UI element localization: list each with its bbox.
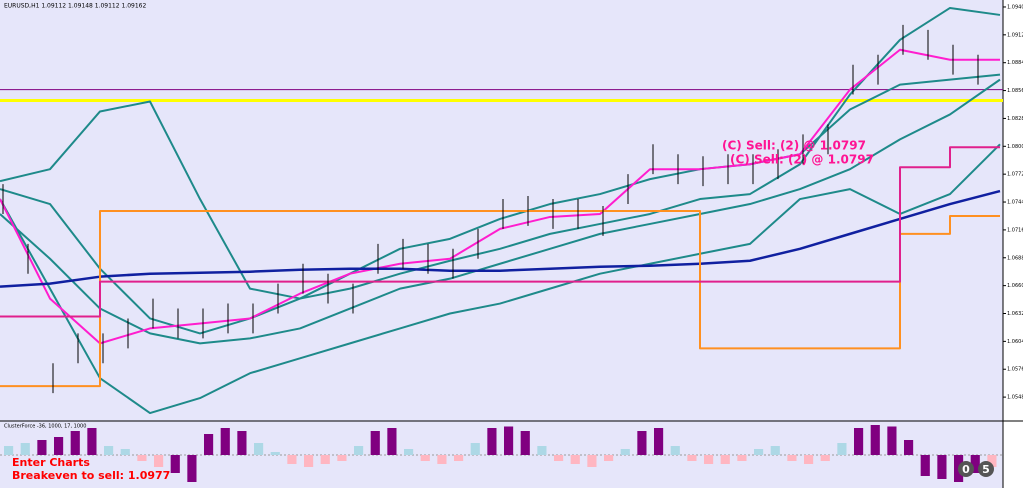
indicator-line	[0, 189, 1001, 288]
histogram-bar	[254, 443, 264, 455]
indicator-line	[0, 6, 1001, 300]
indicator-title: ClusterForce -36, 1000, 17, 1000	[4, 424, 86, 430]
histogram-bar	[520, 431, 530, 455]
button-label[interactable]: 0	[962, 463, 970, 476]
y-tick-label: 1.08560	[1007, 88, 1023, 94]
y-tick-label: 1.08280	[1007, 116, 1023, 122]
histogram-bar	[654, 428, 664, 455]
histogram-bar	[270, 452, 280, 455]
y-tick-label: 1.06320	[1007, 311, 1023, 317]
button[interactable]	[958, 461, 974, 477]
histogram-bar	[320, 455, 330, 464]
histogram-bar	[87, 428, 97, 455]
histogram-bar	[420, 455, 430, 461]
histogram-bar	[937, 455, 947, 479]
histogram-bar	[504, 426, 514, 455]
y-tick-label: 1.07160	[1007, 227, 1023, 233]
histogram-bar	[487, 428, 497, 455]
histogram-bar	[170, 455, 180, 473]
histogram-bar	[404, 449, 414, 455]
button[interactable]	[978, 461, 994, 477]
indicator-line	[0, 48, 1000, 345]
y-tick-label: 1.09400	[1007, 4, 1023, 10]
y-tick-label: 1.05480	[1007, 395, 1023, 401]
histogram-bar	[237, 431, 247, 455]
histogram-bar	[620, 449, 630, 455]
histogram-bar	[770, 446, 780, 455]
histogram-bar	[987, 455, 997, 467]
histogram-bar	[554, 455, 564, 461]
histogram-bar	[687, 455, 697, 461]
histogram-bar	[354, 446, 364, 455]
trade-annotation: (C) Sell: (2) @ 1.0797	[730, 153, 874, 167]
indicator-line	[0, 143, 1001, 415]
y-tick-label: 1.08840	[1007, 60, 1023, 66]
histogram-bar	[854, 428, 864, 455]
histogram-bar	[587, 455, 597, 467]
histogram-bar	[720, 455, 730, 464]
histogram-bar	[54, 437, 64, 455]
histogram-bar	[837, 443, 847, 455]
histogram-bar	[670, 446, 680, 455]
histogram-bar	[104, 446, 114, 455]
histogram-bar	[337, 455, 347, 461]
histogram-bar	[904, 440, 914, 455]
histogram-bar	[604, 455, 614, 461]
histogram-bar	[187, 455, 197, 482]
histogram-bar	[70, 431, 80, 455]
histogram-bar	[204, 434, 214, 455]
histogram-bar	[887, 426, 897, 455]
status-text: Breakeven to sell: 1.0977	[12, 469, 170, 482]
histogram-bar	[120, 449, 130, 455]
histogram-bar	[370, 431, 380, 455]
y-tick-label: 1.06600	[1007, 283, 1023, 289]
histogram-bar	[870, 425, 880, 455]
histogram-bar	[537, 446, 547, 455]
histogram-bar	[820, 455, 830, 461]
histogram-bar	[154, 455, 164, 467]
histogram-bar	[570, 455, 580, 464]
histogram-bar	[704, 455, 714, 464]
histogram-bar	[787, 455, 797, 461]
indicator-line	[0, 209, 1000, 388]
button-label[interactable]: 5	[982, 463, 990, 476]
histogram-bar	[137, 455, 147, 461]
histogram-bar	[637, 431, 647, 455]
indicator-line	[0, 78, 1001, 345]
status-text: Enter Charts	[12, 456, 90, 469]
trade-annotation: (C) Sell: (2) @ 1.0797	[722, 139, 866, 153]
histogram-bar	[37, 440, 47, 455]
histogram-bar	[920, 455, 930, 476]
indicator-line	[0, 73, 1001, 335]
histogram-bar	[454, 455, 464, 461]
histogram-bar	[304, 455, 314, 467]
histogram-bar	[437, 455, 447, 464]
y-tick-label: 1.07720	[1007, 172, 1023, 178]
histogram-bar	[970, 455, 980, 473]
y-tick-label: 1.06040	[1007, 339, 1023, 345]
y-tick-label: 1.05760	[1007, 367, 1023, 373]
histogram-bar	[470, 443, 480, 455]
histogram-bar	[804, 455, 814, 464]
histogram-bar	[220, 428, 230, 455]
histogram-bar	[4, 446, 14, 455]
histogram-bar	[737, 455, 747, 461]
chart-title: EURUSD,H1 1.09112 1.09148 1.09112 1.0916…	[4, 3, 146, 10]
y-tick-label: 1.06880	[1007, 255, 1023, 261]
histogram-bar	[287, 455, 297, 464]
y-tick-label: 1.09120	[1007, 32, 1023, 38]
y-tick-label: 1.07440	[1007, 200, 1023, 206]
indicator-line	[0, 146, 1000, 318]
y-tick-label: 1.08000	[1007, 144, 1023, 150]
histogram-bar	[387, 428, 397, 455]
histogram-bar	[754, 449, 764, 455]
histogram-bar	[20, 443, 30, 455]
